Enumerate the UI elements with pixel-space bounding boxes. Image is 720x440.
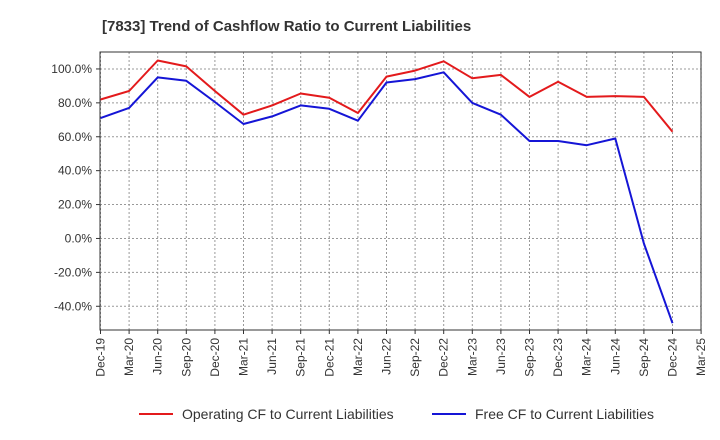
x-tick-label: Mar-21 (237, 338, 251, 376)
x-tick-label: Dec-19 (94, 338, 108, 377)
x-tick-label: Dec-23 (551, 338, 565, 377)
y-tick-label: 100.0% (51, 62, 92, 76)
series-lines (100, 59, 674, 324)
y-tick-label: -20.0% (54, 265, 92, 279)
x-tick-label: Jun-22 (380, 338, 394, 375)
y-tick-label: 20.0% (58, 198, 92, 212)
x-tick-label: Dec-21 (322, 338, 336, 377)
series-line-1 (100, 59, 674, 133)
x-tick-label: Mar-24 (580, 338, 594, 376)
x-tick-label: Dec-24 (666, 338, 680, 377)
y-tick-label: 40.0% (58, 164, 92, 178)
x-tick-label: Jun-20 (151, 338, 165, 375)
legend-label-2: Free CF to Current Liabilities (475, 406, 654, 422)
x-tick-label: Dec-22 (437, 338, 451, 377)
x-tick-label: Mar-25 (694, 338, 708, 376)
grid-lines (100, 52, 702, 330)
y-tick-label: -40.0% (54, 299, 92, 313)
x-tick-label: Sep-23 (523, 338, 537, 377)
y-tick-label: 80.0% (58, 96, 92, 110)
x-tick-label: Jun-21 (265, 338, 279, 375)
y-axis-ticks: 100.0% 80.0% 60.0% 40.0% 20.0% 0.0% -20.0% -40.… (51, 62, 100, 313)
x-tick-label: Dec-20 (208, 338, 222, 377)
y-tick-label: 60.0% (58, 130, 92, 144)
legend: Operating CF to Current Liabilities Free … (139, 406, 654, 422)
series-line-2 (100, 71, 674, 324)
x-tick-label: Sep-20 (179, 338, 193, 377)
x-tick-label: Sep-24 (637, 338, 651, 377)
x-axis-ticks: Dec-19 Mar-20 Jun-20 Sep-20 Dec-20 Mar-21 Jun-… (94, 330, 708, 377)
x-tick-label: Mar-20 (122, 338, 136, 376)
chart-title: [7833] Trend of Cashflow Ratio to Curren… (102, 18, 471, 35)
x-tick-label: Sep-22 (408, 338, 422, 377)
x-tick-label: Mar-22 (351, 338, 365, 376)
y-tick-label: 0.0% (65, 231, 93, 245)
x-tick-label: Jun-23 (494, 338, 508, 375)
x-tick-label: Jun-24 (608, 338, 622, 375)
legend-label-1: Operating CF to Current Liabilities (182, 406, 394, 422)
plot-frame (99, 51, 702, 331)
x-tick-label: Sep-21 (294, 338, 308, 377)
x-tick-label: Mar-23 (465, 338, 479, 376)
